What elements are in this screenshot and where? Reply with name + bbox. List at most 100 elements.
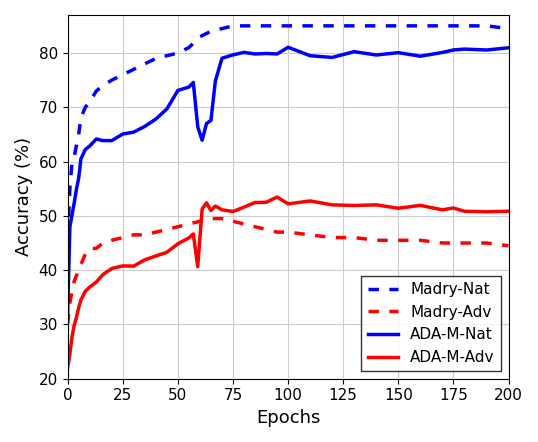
ADA-M-Nat [73, 187, 80, 192]
ADA-M-Nat [109, 138, 115, 143]
Madry-Nat [87, 99, 93, 104]
ADA-M-Nat [119, 131, 126, 137]
Madry-Nat [252, 23, 258, 29]
ADA-M-Adv [483, 209, 490, 214]
Madry-Adv [153, 229, 159, 235]
Madry-Adv [164, 227, 170, 232]
ADA-M-Nat [505, 45, 512, 50]
ADA-M-Adv [199, 206, 206, 212]
ADA-M-Nat [75, 175, 82, 181]
ADA-M-Adv [153, 253, 159, 259]
ADA-M-Nat [285, 45, 292, 50]
ADA-M-Nat [65, 311, 71, 316]
Madry-Adv [329, 235, 335, 240]
Legend: Madry-Nat, Madry-Adv, ADA-M-Nat, ADA-M-Adv: Madry-Nat, Madry-Adv, ADA-M-Nat, ADA-M-A… [362, 276, 501, 371]
ADA-M-Nat [483, 47, 490, 53]
ADA-M-Adv [69, 334, 75, 339]
ADA-M-Nat [252, 51, 258, 57]
Madry-Nat [75, 132, 82, 137]
ADA-M-Nat [164, 106, 170, 111]
Madry-Nat [483, 23, 490, 29]
ADA-M-Nat [461, 46, 468, 52]
Madry-Adv [285, 229, 292, 235]
Line: ADA-M-Adv: ADA-M-Adv [68, 197, 508, 368]
ADA-M-Nat [230, 52, 236, 57]
Madry-Adv [71, 278, 77, 284]
Madry-Adv [77, 262, 84, 267]
ADA-M-Adv [212, 203, 218, 209]
Madry-Adv [219, 216, 225, 221]
Madry-Nat [417, 23, 423, 29]
ADA-M-Nat [100, 138, 106, 143]
Madry-Adv [483, 240, 490, 246]
ADA-M-Adv [219, 207, 225, 213]
Madry-Nat [164, 53, 170, 58]
ADA-M-Adv [505, 209, 512, 214]
ADA-M-Nat [77, 156, 84, 162]
Madry-Adv [100, 240, 106, 246]
Madry-Nat [505, 26, 512, 31]
ADA-M-Adv [119, 263, 126, 269]
ADA-M-Nat [417, 53, 423, 59]
ADA-M-Nat [241, 50, 247, 55]
Madry-Nat [153, 56, 159, 61]
Madry-Nat [373, 23, 379, 29]
ADA-M-Adv [417, 203, 423, 208]
ADA-M-Nat [219, 56, 225, 61]
Madry-Adv [119, 235, 126, 240]
Madry-Adv [241, 221, 247, 227]
ADA-M-Adv [190, 231, 196, 236]
ADA-M-Adv [329, 202, 335, 207]
ADA-M-Nat [87, 143, 93, 149]
ADA-M-Nat [274, 51, 280, 57]
ADA-M-Nat [71, 200, 77, 205]
X-axis label: Epochs: Epochs [256, 409, 320, 427]
Madry-Adv [439, 240, 445, 246]
Madry-Adv [351, 235, 357, 240]
Madry-Adv [307, 232, 313, 237]
Madry-Adv [75, 267, 82, 273]
ADA-M-Nat [373, 52, 379, 57]
Madry-Nat [109, 77, 115, 83]
Madry-Nat [65, 235, 71, 240]
ADA-M-Nat [263, 51, 270, 56]
Madry-Adv [131, 232, 137, 237]
Madry-Adv [69, 289, 75, 294]
ADA-M-Nat [203, 121, 210, 126]
Madry-Nat [439, 23, 445, 29]
Line: Madry-Adv: Madry-Adv [68, 219, 508, 324]
ADA-M-Adv [93, 279, 100, 285]
ADA-M-Nat [69, 212, 75, 217]
ADA-M-Nat [307, 53, 313, 58]
Madry-Adv [93, 246, 100, 251]
Madry-Adv [186, 221, 192, 227]
Madry-Adv [373, 238, 379, 243]
ADA-M-Adv [208, 208, 214, 213]
ADA-M-Adv [141, 257, 148, 263]
ADA-M-Adv [461, 209, 468, 214]
Madry-Nat [71, 153, 77, 159]
Madry-Adv [109, 238, 115, 243]
Madry-Nat [263, 23, 270, 29]
Madry-Nat [230, 23, 236, 29]
Madry-Nat [395, 23, 401, 29]
Madry-Adv [175, 224, 181, 229]
Madry-Nat [241, 23, 247, 29]
ADA-M-Adv [195, 264, 201, 269]
ADA-M-Adv [439, 207, 445, 213]
Madry-Nat [131, 67, 137, 72]
ADA-M-Nat [329, 55, 335, 60]
ADA-M-Nat [141, 124, 148, 129]
ADA-M-Nat [67, 224, 73, 229]
Madry-Nat [119, 72, 126, 77]
Madry-Adv [450, 240, 457, 246]
Madry-Adv [65, 322, 71, 327]
ADA-M-Adv [75, 305, 82, 310]
Madry-Adv [208, 216, 214, 221]
ADA-M-Adv [285, 201, 292, 206]
Y-axis label: Accuracy (%): Accuracy (%) [15, 137, 33, 256]
ADA-M-Nat [153, 116, 159, 122]
Madry-Nat [461, 23, 468, 29]
ADA-M-Nat [439, 50, 445, 55]
ADA-M-Nat [186, 84, 192, 90]
